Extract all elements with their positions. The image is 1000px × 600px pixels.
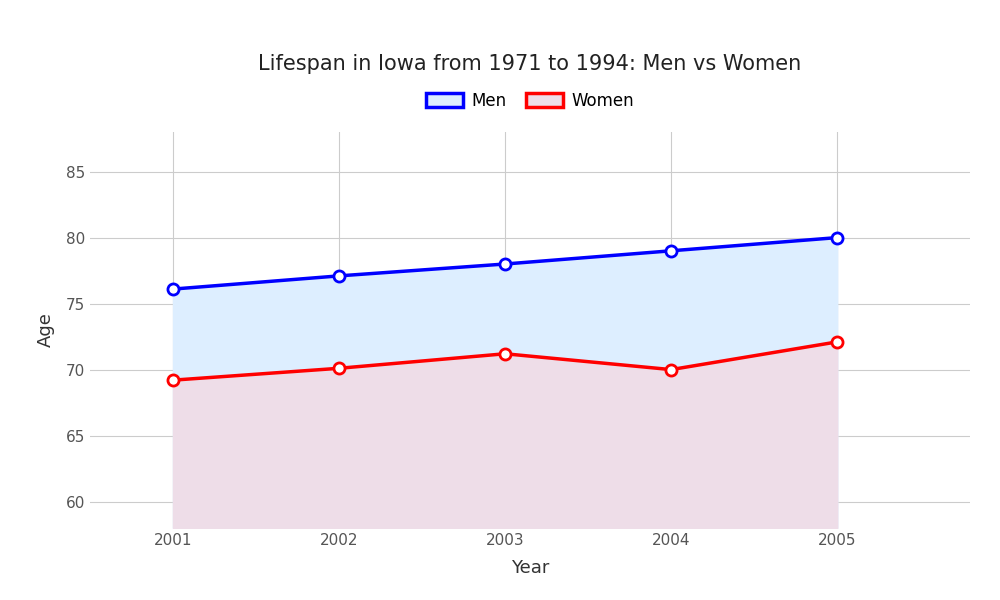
X-axis label: Year: Year <box>511 559 549 577</box>
Legend: Men, Women: Men, Women <box>419 85 641 116</box>
Y-axis label: Age: Age <box>37 313 55 347</box>
Title: Lifespan in Iowa from 1971 to 1994: Men vs Women: Lifespan in Iowa from 1971 to 1994: Men … <box>258 53 802 73</box>
